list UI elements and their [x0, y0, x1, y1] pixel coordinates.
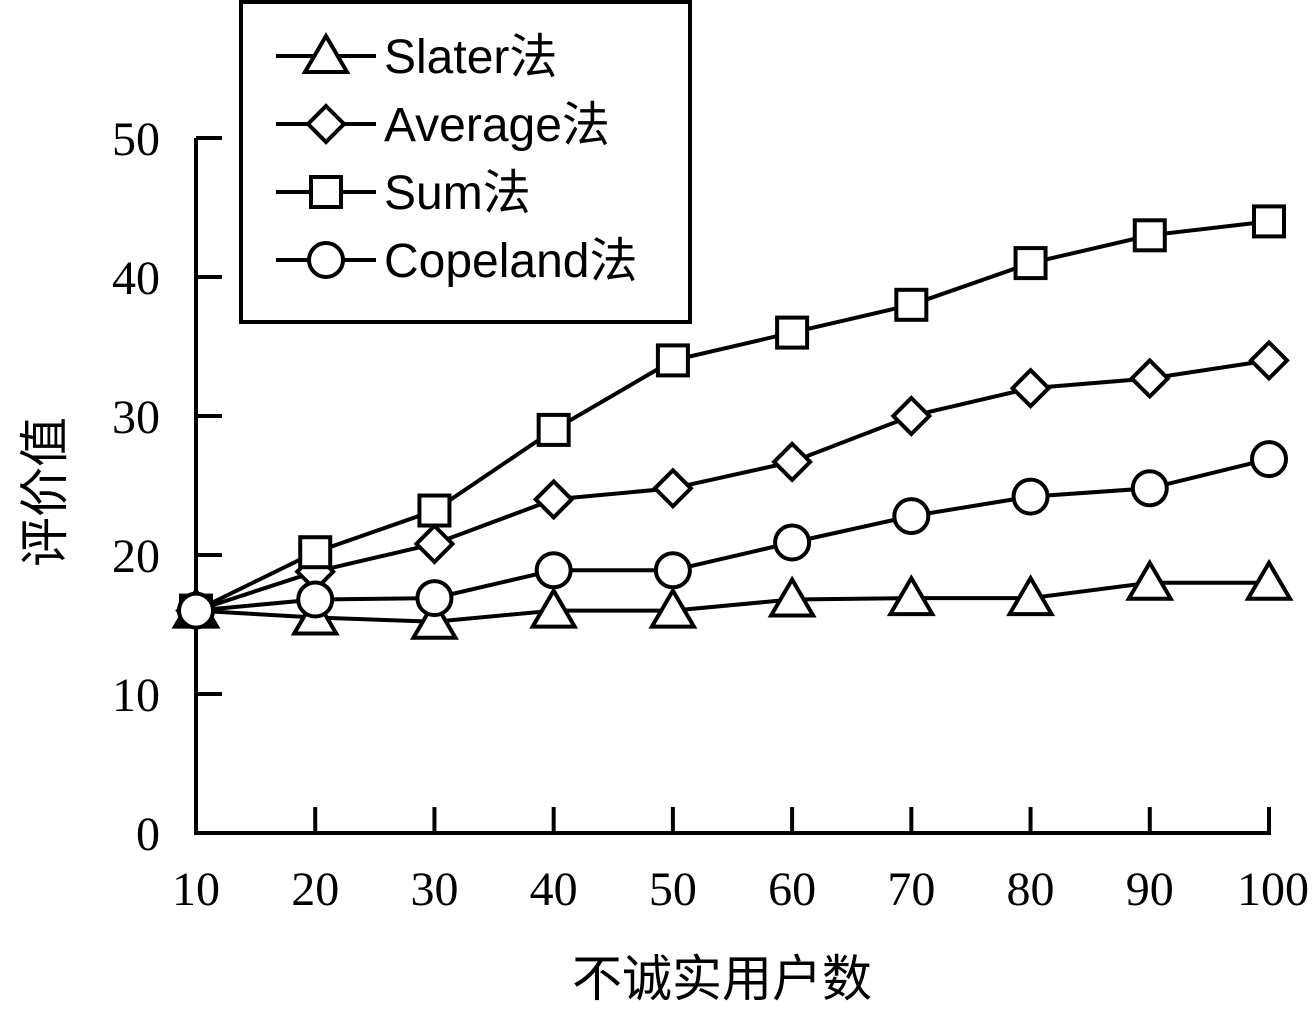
data-point-diamond — [1248, 339, 1290, 382]
data-point-circle — [773, 523, 812, 562]
legend-label: Sum法 — [384, 167, 531, 220]
data-point-square — [775, 315, 810, 350]
data-point-circle — [177, 591, 215, 630]
series-circle — [177, 440, 1288, 630]
data-point-circle — [653, 551, 692, 590]
x-axis-label: 不诚实用户数 — [572, 950, 872, 1008]
series-line — [195, 580, 1269, 624]
legend-item: Average法 — [276, 99, 610, 152]
legend-label: Slater法 — [384, 31, 557, 84]
data-point-circle — [1011, 477, 1050, 516]
y-axis-label: 评价值 — [16, 417, 74, 567]
data-point-square — [536, 412, 571, 447]
x-tick-label: 60 — [768, 863, 816, 916]
x-tick-label: 30 — [410, 863, 458, 916]
data-point-triangle — [648, 586, 698, 629]
data-point-circle — [1130, 469, 1169, 508]
series-triangle — [171, 558, 1294, 640]
data-point-square — [1252, 204, 1286, 239]
data-point-triangle — [529, 586, 579, 629]
data-point-square — [417, 493, 452, 528]
series-line — [195, 219, 1270, 613]
data-point-square — [298, 535, 333, 570]
x-tick-label: 50 — [649, 863, 697, 916]
x-tick-label: 70 — [887, 863, 935, 916]
series-diamond — [175, 339, 1290, 632]
data-point-circle — [415, 579, 454, 618]
data-point-diamond — [532, 478, 575, 521]
x-tick-label: 40 — [530, 863, 578, 916]
x-tick-label: 20 — [291, 863, 339, 916]
data-point-triangle — [1006, 574, 1056, 617]
data-point-diamond — [771, 441, 813, 483]
data-point-circle — [296, 580, 335, 619]
data-point-diamond — [413, 523, 456, 565]
data-point-square — [894, 287, 929, 322]
data-point-triangle — [1244, 558, 1294, 601]
legend-marker-circle — [307, 241, 345, 279]
legend-marker-diamond — [305, 103, 347, 145]
data-point-triangle — [886, 574, 936, 617]
y-tick-label: 20 — [112, 530, 160, 583]
legend-marker-square — [309, 175, 343, 209]
legend-item: Slater法 — [276, 31, 557, 84]
data-point-square — [655, 343, 690, 378]
y-tick-label: 40 — [112, 252, 160, 305]
x-tick-label: 90 — [1126, 863, 1174, 916]
y-tick-label: 50 — [112, 113, 160, 166]
x-tick-label: 80 — [1007, 863, 1055, 916]
data-point-diamond — [652, 467, 694, 510]
x-tick-label: 100 — [1237, 863, 1309, 916]
data-point-diamond — [1128, 357, 1171, 400]
legend-item: Sum法 — [276, 167, 531, 220]
data-point-triangle — [1125, 558, 1175, 601]
series-layer — [171, 204, 1294, 640]
legend-marker-triangle — [301, 32, 351, 74]
legend: Slater法 Average法 Sum法 Copeland法 — [239, 0, 692, 324]
series-line — [195, 358, 1270, 613]
legend-label: Average法 — [384, 99, 610, 152]
data-point-square — [1132, 218, 1167, 253]
legend-label: Copeland法 — [384, 235, 638, 288]
data-point-square — [1013, 246, 1048, 281]
y-tick-label: 10 — [112, 669, 160, 722]
data-point-diamond — [1009, 367, 1052, 410]
data-point-triangle — [767, 575, 817, 618]
data-point-diamond — [890, 395, 933, 437]
data-point-circle — [892, 497, 931, 536]
data-point-circle — [534, 551, 573, 590]
data-point-triangle — [409, 597, 459, 640]
x-tick-label: 10 — [172, 863, 220, 916]
y-tick-label: 0 — [136, 808, 160, 861]
y-tick-label: 30 — [112, 391, 160, 444]
data-point-circle — [1250, 440, 1288, 479]
legend-item: Copeland法 — [276, 235, 638, 288]
series-line — [195, 457, 1270, 613]
